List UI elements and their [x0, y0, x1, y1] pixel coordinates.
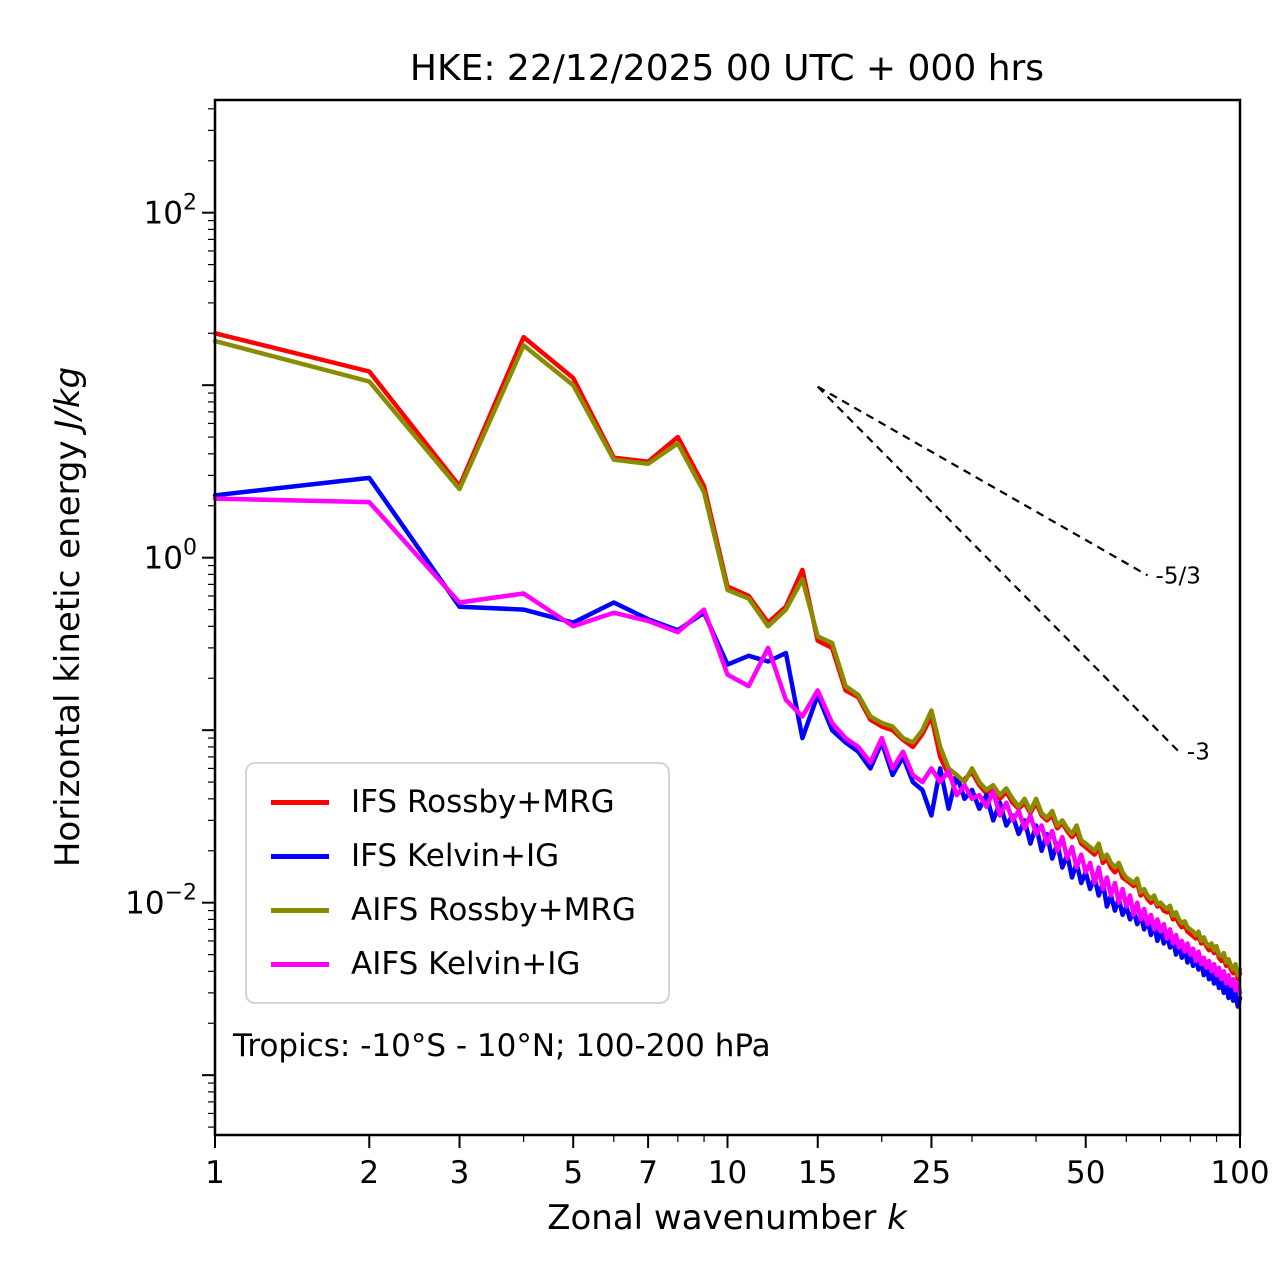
x-tick-label: 25	[912, 1155, 951, 1191]
x-axis-label: Zonal wavenumber k	[547, 1198, 907, 1238]
legend-item-ifs-rossby-mrg: IFS Rossby+MRG	[271, 784, 636, 820]
x-tick-label: 3	[450, 1155, 470, 1191]
x-tick-label: 100	[1210, 1155, 1269, 1191]
legend-label: AIFS Kelvin+IG	[351, 946, 581, 982]
legend-swatch-ifs-kelvin-ig	[271, 853, 329, 859]
reference-line--5/3	[817, 385, 1149, 577]
series-line-aifs-kelvin-ig	[212, 496, 1243, 996]
reference-line-label: -3	[1187, 740, 1210, 766]
legend-swatch-aifs-kelvin-ig	[271, 961, 329, 967]
reference-line--3	[816, 385, 1180, 753]
legend-label: IFS Rossby+MRG	[351, 784, 615, 820]
x-axis-label-text: Zonal wavenumber	[547, 1198, 877, 1238]
x-tick-label: 10	[708, 1155, 747, 1191]
x-tick-label: 15	[798, 1155, 837, 1191]
annotation-tropics: Tropics: -10°S - 10°N; 100-200 hPa	[233, 1028, 771, 1064]
legend-item-ifs-kelvin-ig: IFS Kelvin+IG	[271, 838, 636, 874]
x-tick-label: 7	[638, 1155, 658, 1191]
plot-frame	[213, 98, 1242, 1137]
chart-title: HKE: 22/12/2025 00 UTC + 000 hrs	[409, 48, 1045, 89]
legend-swatch-aifs-rossby-mrg	[271, 907, 329, 913]
legend-label: IFS Kelvin+IG	[351, 838, 560, 874]
legend-swatch-ifs-rossby-mrg	[271, 799, 329, 805]
legend-item-aifs-rossby-mrg: AIFS Rossby+MRG	[271, 892, 636, 928]
x-axis-label-var: k	[887, 1198, 907, 1238]
x-tick-label: 50	[1066, 1155, 1105, 1191]
legend: IFS Rossby+MRG IFS Kelvin+IG AIFS Rossby…	[245, 762, 670, 1004]
series-line-aifs-rossby-mrg	[212, 338, 1243, 978]
y-tick-label: 10−2	[125, 881, 197, 922]
legend-label: AIFS Rossby+MRG	[351, 892, 636, 928]
x-tick-label: 2	[359, 1155, 379, 1191]
legend-item-aifs-kelvin-ig: AIFS Kelvin+IG	[271, 946, 636, 982]
x-tick-label: 1	[205, 1155, 225, 1191]
y-tick-label: 102	[144, 191, 197, 232]
x-tick-label: 5	[563, 1155, 583, 1191]
reference-line-label: -5/3	[1156, 563, 1201, 589]
y-tick-label: 100	[144, 536, 197, 577]
